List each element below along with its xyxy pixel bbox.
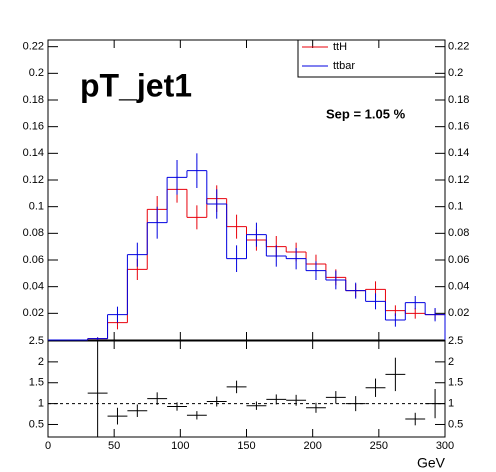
y-tick-label: 0.08: [23, 227, 44, 239]
y2-tick-label: 0.22: [448, 41, 469, 53]
legend-label: ttH: [333, 41, 347, 53]
ratio-frame: [47, 340, 446, 438]
x-tick-label: 100: [171, 440, 189, 452]
y-tick-label: 0.2: [29, 67, 44, 79]
x-tick-label: 50: [108, 440, 120, 452]
x-axis-label: GeV: [417, 455, 446, 471]
y-tick-label: 0.22: [23, 41, 44, 53]
x-tick-label: 0: [45, 440, 51, 452]
y-tick-label: 1.5: [29, 377, 44, 389]
y2-tick-label: 2: [448, 356, 454, 368]
y2-tick-label: 0.5: [448, 418, 463, 430]
y2-tick-label: 0.12: [448, 174, 469, 186]
y-tick-label: 0.06: [23, 254, 44, 266]
x-tick-label: 200: [303, 440, 321, 452]
y-tick-label: 0.5: [29, 418, 44, 430]
y-tick-label: 1: [38, 398, 44, 410]
y2-tick-label: 1.5: [448, 377, 463, 389]
x-tick-label: 250: [370, 440, 388, 452]
y-tick-label: 0.14: [23, 147, 44, 159]
y-tick-label: 0.12: [23, 174, 44, 186]
y2-tick-label: 0.14: [448, 147, 469, 159]
y2-tick-label: 0.06: [448, 254, 469, 266]
y-tick-label: 0.04: [23, 281, 44, 293]
y2-tick-label: 2.5: [448, 335, 463, 347]
y-tick-label: 2: [38, 356, 44, 368]
y2-tick-label: 0.02: [448, 307, 469, 319]
y2-tick-label: 0.04: [448, 281, 469, 293]
y2-tick-label: 0.1: [448, 201, 463, 213]
y-tick-label: 0.1: [29, 201, 44, 213]
legend: [297, 39, 446, 78]
y2-tick-label: 0.18: [448, 94, 469, 106]
y2-tick-label: 1: [448, 398, 454, 410]
chart-title: pT_jet1: [80, 67, 192, 103]
y2-tick-label: 0.2: [448, 67, 463, 79]
y-tick-label: 0.16: [23, 121, 44, 133]
y2-tick-label: 0.16: [448, 121, 469, 133]
y2-tick-label: 0.08: [448, 227, 469, 239]
y-tick-label: 0.18: [23, 94, 44, 106]
annotation: Sep = 1.05 %: [326, 106, 406, 121]
legend-label: ttbar: [333, 60, 355, 72]
x-tick-label: 300: [436, 440, 454, 452]
y-tick-label: 2.5: [29, 335, 44, 347]
y-tick-label: 0.02: [23, 307, 44, 319]
x-tick-label: 150: [237, 440, 255, 452]
